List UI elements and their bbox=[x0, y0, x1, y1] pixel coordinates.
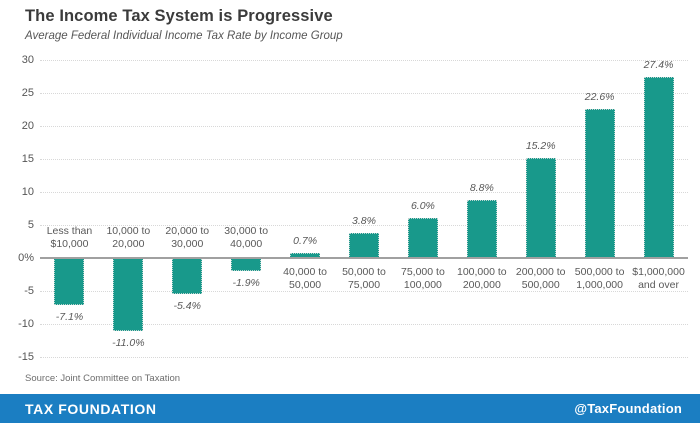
bar-value-label: 8.8% bbox=[469, 181, 494, 194]
bar bbox=[407, 218, 438, 258]
bar-category-label: Less than $10,000 bbox=[46, 225, 93, 250]
y-axis-tick-label: 25 bbox=[21, 87, 34, 99]
bar-category-label: 10,000 to 20,000 bbox=[106, 225, 151, 250]
bar-value-label: 0.7% bbox=[293, 235, 318, 248]
brand-wordmark: TAX FOUNDATION bbox=[25, 400, 157, 417]
gridline bbox=[40, 60, 688, 61]
chart-title: The Income Tax System is Progressive bbox=[25, 7, 333, 25]
bar-value-label: 15.2% bbox=[525, 139, 556, 152]
y-axis-tick-label: 30 bbox=[21, 54, 34, 66]
plot-area: Less than $10,000 -7.1% 10,000 to 20,000 -11.… bbox=[40, 59, 688, 358]
bar-value-label: -11.0% bbox=[112, 336, 145, 349]
bar-category-label: 500,000 to 1,000,000 bbox=[574, 266, 625, 291]
bar-value-label: 27.4% bbox=[643, 59, 674, 72]
bar bbox=[54, 258, 85, 305]
y-axis-tick-label: -15 bbox=[18, 351, 34, 363]
gridline bbox=[40, 93, 688, 94]
bar bbox=[466, 199, 497, 258]
bar-category-label: $1,000,000 and over bbox=[632, 266, 685, 291]
bar-category-label: 20,000 to 30,000 bbox=[165, 225, 210, 250]
bar-category-label: 75,000 to 100,000 bbox=[401, 266, 445, 291]
y-axis-tick-label: -10 bbox=[18, 318, 34, 330]
bar-value-label: 6.0% bbox=[410, 200, 435, 213]
bar bbox=[113, 258, 144, 331]
bar bbox=[231, 258, 262, 271]
y-axis-tick-label: 15 bbox=[21, 153, 34, 165]
bar-category-label: 40,000 to 50,000 bbox=[283, 266, 327, 291]
y-axis-tick-label: 5 bbox=[27, 219, 34, 231]
gridline bbox=[40, 324, 688, 325]
zero-axis-line bbox=[40, 257, 688, 259]
chart-header: The Income Tax System is Progressive Ave… bbox=[25, 7, 343, 42]
gridline bbox=[40, 192, 688, 193]
gridline bbox=[40, 225, 688, 226]
bar-value-label: -5.4% bbox=[173, 299, 201, 312]
y-axis-tick-label: -5 bbox=[24, 285, 34, 297]
bar-value-label: 3.8% bbox=[352, 214, 376, 227]
gridline bbox=[40, 357, 688, 358]
y-axis-tick-label: 0% bbox=[18, 252, 34, 264]
bar-value-label: 22.6% bbox=[584, 90, 615, 103]
bar bbox=[584, 108, 615, 258]
bar bbox=[643, 77, 674, 258]
bar-category-label: 200,000 to 500,000 bbox=[515, 266, 566, 291]
bar bbox=[172, 258, 203, 294]
chart-subtitle: Average Federal Individual Income Tax Ra… bbox=[25, 30, 343, 42]
source-note: Source: Joint Committee on Taxation bbox=[25, 373, 181, 384]
y-axis-tick-label: 10 bbox=[21, 186, 34, 198]
gridline bbox=[40, 159, 688, 160]
gridline bbox=[40, 126, 688, 127]
bar bbox=[349, 232, 379, 258]
y-axis-tick-label: 20 bbox=[21, 120, 34, 132]
footer-bar: TAX FOUNDATION @TaxFoundation bbox=[0, 394, 700, 423]
bar-value-label: -1.9% bbox=[232, 276, 260, 289]
bar-category-label: 30,000 to 40,000 bbox=[224, 225, 269, 250]
bar-category-label: 100,000 to 200,000 bbox=[456, 266, 507, 291]
twitter-handle: @TaxFoundation bbox=[574, 401, 682, 416]
bar-category-label: 50,000 to 75,000 bbox=[342, 266, 386, 291]
bar-value-label: -7.1% bbox=[55, 310, 84, 323]
gridline bbox=[40, 291, 688, 292]
y-axis: 30 25 20 15 10 5 0% -5 -10 -15 bbox=[0, 0, 34, 380]
bar bbox=[525, 157, 556, 258]
